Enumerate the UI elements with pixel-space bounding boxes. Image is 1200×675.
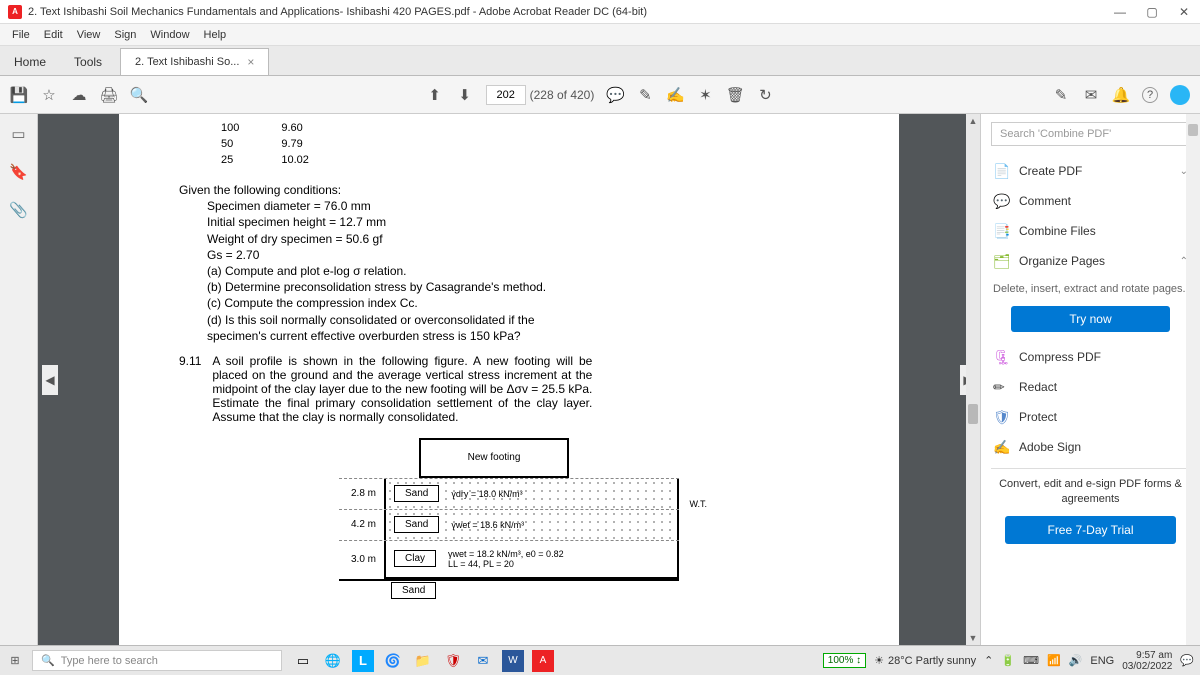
tab-document-label: 2. Text Ishibashi So... — [135, 56, 239, 68]
scroll-thumb[interactable] — [968, 404, 978, 424]
chrome-icon[interactable]: 🌐 — [322, 650, 344, 672]
stamp-icon[interactable]: ✶ — [696, 86, 714, 104]
minimize-button[interactable]: — — [1112, 4, 1128, 20]
tool-redact[interactable]: ✏Redact — [991, 372, 1190, 402]
explorer-icon[interactable]: 📁 — [412, 650, 434, 672]
menu-edit[interactable]: Edit — [38, 27, 69, 43]
bookmark-icon[interactable]: 🔖 — [9, 162, 29, 182]
notifications-icon[interactable]: 💬 — [1180, 654, 1194, 667]
save-icon[interactable]: 💾 — [10, 86, 28, 104]
sign-icon[interactable]: ✍ — [666, 86, 684, 104]
tool-create-pdf[interactable]: 📄Create PDF⌄ — [991, 156, 1190, 186]
tool-organize[interactable]: 🗂Organize Pages⌃ — [991, 246, 1190, 276]
lang-indicator[interactable]: ENG — [1090, 655, 1114, 667]
zoom-indicator[interactable]: 100% ↕ — [823, 653, 866, 668]
problem-body: A soil profile is shown in the following… — [212, 354, 592, 424]
delete-icon[interactable]: 🗑 — [726, 86, 744, 104]
tool-desc: Delete, insert, extract and rotate pages… — [993, 282, 1188, 296]
taskbar: ⊞ 🔍 Type here to search ▭ 🌐 L 🌀 📁 🛡 ✉ W … — [0, 645, 1200, 675]
volume-icon[interactable]: 🔊 — [1069, 654, 1083, 667]
page-up-icon[interactable]: ⬆ — [426, 86, 444, 104]
page-indicator: (228 of 420) — [486, 85, 595, 105]
footing-label: New footing — [419, 438, 569, 478]
soil-figure: New footing 2.8 m Sand γdry = 18.0 kN/m³… — [339, 438, 679, 596]
app-icon[interactable]: L — [352, 650, 374, 672]
clock[interactable]: 9:57 am 03/02/2022 — [1122, 650, 1172, 672]
battery-icon[interactable]: 🔋 — [1001, 654, 1015, 667]
tab-document[interactable]: 2. Text Ishibashi So... × — [120, 48, 269, 75]
tab-tools[interactable]: Tools — [60, 49, 116, 75]
tool-combine[interactable]: 📑Combine Files — [991, 216, 1190, 246]
tab-home[interactable]: Home — [0, 49, 60, 75]
prev-page-button[interactable]: ◀ — [42, 365, 58, 395]
try-now-button[interactable]: Try now — [1011, 306, 1170, 332]
pdf-page: 1009.60 509.79 2510.02 Given the followi… — [119, 114, 899, 645]
search-icon[interactable]: 🔍 — [130, 86, 148, 104]
tabbar: Home Tools 2. Text Ishibashi So... × — [0, 46, 1200, 76]
maximize-button[interactable]: ▢ — [1144, 4, 1160, 20]
start-button[interactable]: ⊞ — [6, 652, 24, 670]
tool-comment[interactable]: 💬Comment — [991, 186, 1190, 216]
toolbar: 💾 ☆ ☁ 🖨 🔍 ⬆ ⬇ (228 of 420) 💬 ✎ ✍ ✶ 🗑 ↻ ✎… — [0, 76, 1200, 114]
taskbar-search[interactable]: 🔍 Type here to search — [32, 650, 282, 671]
wifi-icon[interactable]: 📶 — [1047, 654, 1061, 667]
convert-note: Convert, edit and e-sign PDF forms & agr… — [991, 477, 1190, 506]
edit-icon[interactable]: ✎ — [1052, 86, 1070, 104]
menu-help[interactable]: Help — [198, 27, 233, 43]
scroll-down-icon[interactable]: ▼ — [966, 631, 980, 645]
security-icon[interactable]: 🛡 — [442, 650, 464, 672]
comment-icon[interactable]: 💬 — [606, 86, 624, 104]
free-trial-button[interactable]: Free 7-Day Trial — [1005, 516, 1176, 544]
task-view-icon[interactable]: ▭ — [292, 650, 314, 672]
given-title: Given the following conditions: — [179, 182, 839, 198]
search-icon: 🔍 — [41, 654, 55, 667]
edge-icon[interactable]: 🌀 — [382, 650, 404, 672]
titlebar: A 2. Text Ishibashi Soil Mechanics Funda… — [0, 0, 1200, 24]
menu-file[interactable]: File — [6, 27, 36, 43]
window-title: 2. Text Ishibashi Soil Mechanics Fundame… — [28, 6, 1112, 18]
attachment-icon[interactable]: 📎 — [9, 200, 29, 220]
right-panel: Search 'Combine PDF' 📄Create PDF⌄ 💬Comme… — [980, 114, 1200, 645]
star-icon[interactable]: ☆ — [40, 86, 58, 104]
scrollbar[interactable]: ▲ ▼ — [966, 114, 980, 645]
page-area: ◀ ▶ ▲ ▼ 1009.60 509.79 2510.02 Given the… — [38, 114, 980, 645]
tool-adobe-sign[interactable]: ✍Adobe Sign — [991, 432, 1190, 462]
panel-scrollbar[interactable] — [1186, 114, 1200, 645]
menu-view[interactable]: View — [71, 27, 107, 43]
highlight-icon[interactable]: ✎ — [636, 86, 654, 104]
page-down-icon[interactable]: ⬇ — [456, 86, 474, 104]
thumbnails-icon[interactable]: ▭ — [9, 124, 29, 144]
page-total: (228 of 420) — [530, 88, 595, 102]
close-button[interactable]: ✕ — [1176, 4, 1192, 20]
search-tools-input[interactable]: Search 'Combine PDF' — [991, 122, 1190, 146]
pdf-icon: A — [8, 5, 22, 19]
tool-protect[interactable]: 🛡Protect — [991, 402, 1190, 432]
tray-chevron-icon[interactable]: ⌃ — [984, 654, 993, 667]
bottom-sand: Sand — [339, 579, 679, 596]
print-icon[interactable]: 🖨 — [100, 86, 118, 104]
profile-icon[interactable] — [1170, 85, 1190, 105]
scroll-up-icon[interactable]: ▲ — [966, 114, 980, 128]
menu-window[interactable]: Window — [144, 27, 195, 43]
problem-number: 9.11 — [179, 354, 209, 368]
bell-icon[interactable]: 🔔 — [1112, 86, 1130, 104]
menu-sign[interactable]: Sign — [108, 27, 142, 43]
help-icon[interactable]: ? — [1142, 87, 1158, 103]
keyboard-icon[interactable]: ⌨ — [1023, 654, 1039, 667]
mail-icon[interactable]: ✉ — [472, 650, 494, 672]
mail-icon[interactable]: ✉ — [1082, 86, 1100, 104]
page-input[interactable] — [486, 85, 526, 105]
tab-close-icon[interactable]: × — [247, 55, 254, 69]
left-rail: ▭ 🔖 📎 — [0, 114, 38, 645]
tool-compress[interactable]: 🗜Compress PDF — [991, 342, 1190, 372]
rotate-icon[interactable]: ↻ — [756, 86, 774, 104]
cloud-icon[interactable]: ☁ — [70, 86, 88, 104]
pdf-table: 1009.60 509.79 2510.02 — [219, 120, 351, 170]
word-icon[interactable]: W — [502, 650, 524, 672]
acrobat-icon[interactable]: A — [532, 650, 554, 672]
menubar: File Edit View Sign Window Help — [0, 24, 1200, 46]
weather-widget[interactable]: ☀ 28°C Partly sunny — [874, 654, 976, 667]
